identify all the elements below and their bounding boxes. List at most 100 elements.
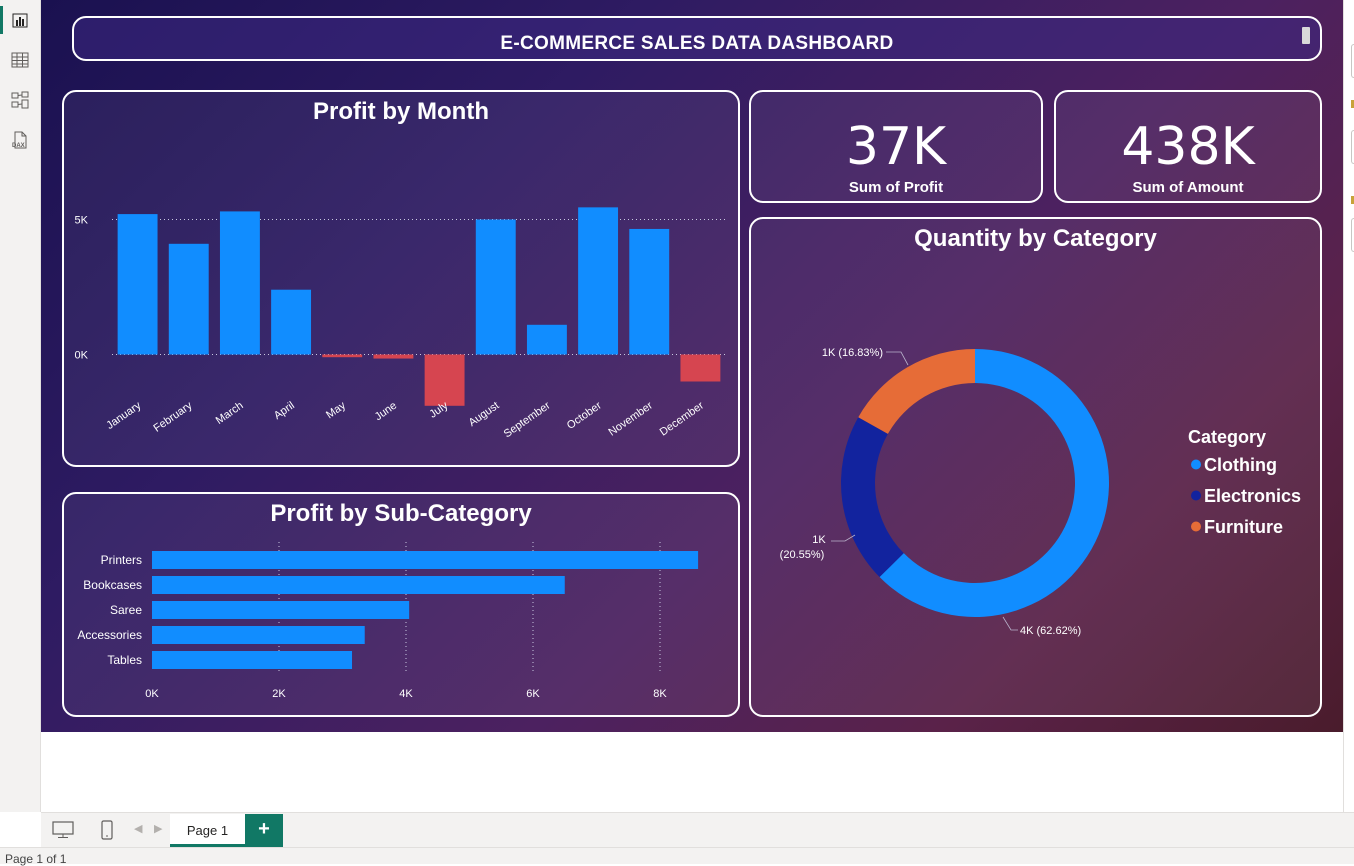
model-view-button[interactable] — [6, 86, 34, 114]
bar-march — [219, 211, 260, 355]
model-icon — [11, 91, 29, 109]
dashboard-title: E-COMMERCE SALES DATA DASHBOARD — [500, 33, 894, 54]
y-tick-label: 5K — [75, 215, 89, 227]
status-bar: Page 1 of 1 — [0, 847, 1354, 866]
x-tick-label: May — [324, 399, 348, 421]
page-tab-page-1[interactable]: Page 1 — [170, 814, 245, 847]
bar-april — [271, 289, 312, 355]
svg-text:DAX: DAX — [12, 143, 25, 149]
data-label-clothing: 4K (62.62%) — [1020, 625, 1081, 637]
bar-chart-icon — [12, 13, 28, 28]
bar-september — [526, 324, 567, 355]
bar-november — [629, 228, 670, 355]
y-tick-label: Saree — [110, 603, 142, 617]
desktop-layout-button[interactable] — [50, 818, 76, 842]
leader-line — [886, 351, 909, 366]
bar-tables — [152, 651, 353, 669]
bar-june — [373, 354, 414, 359]
legend-item-furniture: Furniture — [1204, 517, 1283, 537]
x-tick-label: August — [467, 400, 502, 429]
dax-icon: DAX — [12, 131, 27, 149]
sum-of-profit-label: Sum of Profit — [848, 179, 944, 196]
monitor-icon — [52, 821, 74, 838]
dax-query-view-button[interactable]: DAX — [6, 126, 34, 154]
x-tick-label: November — [607, 399, 656, 438]
pane-tab[interactable] — [1351, 44, 1354, 78]
x-tick-label: September — [502, 399, 553, 440]
data-label-electronics-value: 1K — [812, 534, 826, 546]
profit-by-subcategory-card[interactable]: Profit by Sub-Category 0K 2K 4K 6K 8K Printer… — [62, 492, 740, 717]
bar-accessories — [152, 626, 365, 644]
bar-february — [168, 243, 209, 355]
data-label-furniture: 1K (16.83%) — [822, 347, 883, 359]
pane-marker — [1351, 196, 1354, 204]
y-tick-label: 0K — [75, 350, 89, 362]
leader-line — [831, 534, 856, 542]
x-tick-label: January — [104, 399, 143, 432]
previous-page-arrow-icon[interactable]: ◀ — [134, 823, 143, 835]
bar-may — [322, 354, 363, 358]
sum-of-profit-card[interactable]: 37K Sum of Profit — [749, 90, 1043, 203]
y-tick-label: Accessories — [77, 628, 142, 642]
bar-bookcases — [152, 576, 565, 594]
legend-marker-furniture — [1191, 521, 1201, 532]
pane-tab[interactable] — [1351, 218, 1354, 252]
legend-item-electronics: Electronics — [1204, 486, 1301, 506]
y-tick-label: Tables — [107, 653, 142, 667]
x-tick-label: 4K — [399, 688, 413, 700]
sum-of-amount-value: 438K — [1121, 117, 1255, 177]
bar-august — [475, 219, 516, 355]
report-view-button[interactable] — [0, 6, 34, 34]
data-label-electronics-pct: (20.55%) — [780, 549, 825, 561]
profit-by-subcategory-chart: 0K 2K 4K 6K 8K Printers Bookcases Saree Accessor… — [77, 542, 699, 700]
bar-july — [424, 354, 465, 406]
profit-by-month-title: Profit by Month — [313, 98, 489, 125]
pane-marker — [1351, 100, 1354, 108]
page-tab-bar: ◀ ▶ Page 1 + — [41, 812, 1354, 847]
quantity-by-category-title: Quantity by Category — [914, 225, 1157, 252]
pane-tab[interactable] — [1351, 130, 1354, 164]
x-tick-label: April — [272, 400, 297, 422]
slice-furniture — [858, 349, 975, 434]
legend-item-clothing: Clothing — [1204, 455, 1277, 475]
profit-by-month-card[interactable]: Profit by Month 0K 5K January February March… — [62, 90, 740, 467]
x-tick-label: June — [373, 400, 399, 424]
y-tick-label: Printers — [101, 553, 142, 567]
slice-clothing — [879, 349, 1109, 617]
phone-icon — [101, 820, 113, 840]
leader-line — [1002, 616, 1018, 631]
y-tick-label: Bookcases — [83, 578, 142, 592]
sum-of-amount-card[interactable]: 438K Sum of Amount — [1054, 90, 1322, 203]
page-status: Page 1 of 1 — [5, 852, 67, 866]
quantity-by-category-chart: 1K (16.83%) 1K (20.55%) 4K (62.62%) Category… — [780, 347, 1301, 637]
bar-december — [680, 354, 721, 382]
x-tick-label: October — [565, 399, 604, 431]
table-view-button[interactable] — [6, 46, 34, 74]
x-tick-label: December — [658, 399, 707, 438]
x-tick-label: 6K — [526, 688, 540, 700]
legend-title: Category — [1188, 427, 1266, 447]
next-page-arrow-icon[interactable]: ▶ — [154, 823, 163, 835]
x-tick-label: 0K — [145, 688, 159, 700]
mobile-layout-button[interactable] — [94, 818, 120, 842]
quantity-by-category-card[interactable]: Quantity by Category 1K (16.83%) 1K (20.55… — [749, 217, 1322, 717]
x-tick-label: 8K — [653, 688, 667, 700]
slice-electronics — [841, 417, 904, 578]
legend-marker-electronics — [1191, 490, 1201, 501]
sum-of-profit-value: 37K — [845, 117, 947, 177]
x-tick-label: 2K — [272, 688, 286, 700]
view-switcher-rail: DAX — [0, 0, 41, 812]
profit-by-subcategory-title: Profit by Sub-Category — [270, 500, 532, 527]
add-page-button[interactable]: + — [245, 814, 283, 847]
right-pane-collapsed — [1343, 0, 1354, 812]
bar-october — [578, 207, 619, 355]
dashboard-title-bar: E-COMMERCE SALES DATA DASHBOARD — [72, 16, 1322, 61]
bar-saree — [152, 601, 410, 619]
table-icon — [11, 52, 29, 68]
report-canvas: E-COMMERCE SALES DATA DASHBOARD Profit b… — [41, 0, 1343, 732]
legend-marker-clothing — [1191, 459, 1201, 470]
bar-printers — [152, 551, 699, 569]
scroll-handle[interactable] — [1302, 27, 1310, 44]
x-tick-label: February — [152, 399, 195, 434]
